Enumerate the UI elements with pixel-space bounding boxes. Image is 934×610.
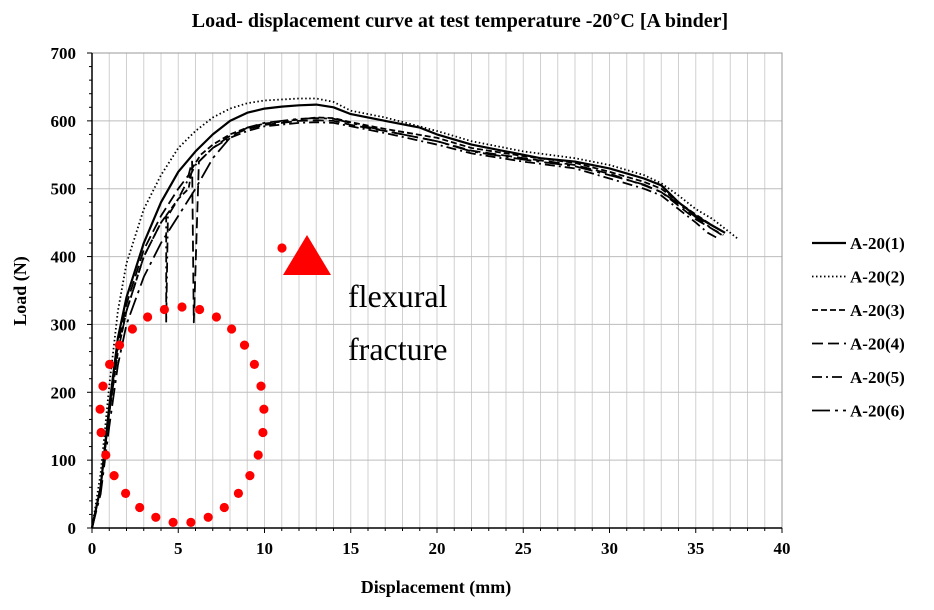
annotation-dot [203, 512, 213, 522]
annotation-dot [249, 359, 259, 369]
x-axis-ticks: 0 5 10 15 20 25 30 35 40 [88, 528, 791, 558]
annotation-dot [239, 340, 250, 350]
y-tick-label: 100 [51, 451, 77, 470]
annotation-dot [121, 488, 131, 498]
x-tick-label: 40 [774, 539, 791, 558]
annotation-dot [219, 502, 229, 513]
legend-label: A-20(1) [850, 234, 905, 253]
annotation-dot [151, 512, 161, 522]
annotation-dot [98, 381, 108, 391]
x-tick-label: 5 [174, 539, 183, 558]
y-tick-label: 0 [68, 519, 77, 538]
x-tick-label: 0 [88, 539, 97, 558]
chart-title: Load- displacement curve at test tempera… [192, 10, 728, 32]
annotation-dot [211, 312, 221, 322]
legend-label: A-20(3) [850, 301, 905, 320]
annotation-dot [114, 340, 125, 350]
annotation-dot [245, 471, 255, 481]
y-axis-label: Load (N) [10, 256, 31, 326]
annotation-dot [277, 243, 287, 253]
y-tick-label: 300 [51, 315, 77, 334]
legend-label: A-20(5) [850, 368, 905, 387]
x-tick-label: 25 [515, 539, 532, 558]
x-tick-label: 30 [601, 539, 618, 558]
annotation-dot [127, 324, 137, 334]
annotation-dot [259, 404, 269, 414]
annotation-dot [177, 302, 187, 312]
y-tick-label: 400 [51, 248, 77, 267]
series-line-5 [91, 121, 717, 529]
y-tick-label: 200 [51, 383, 77, 402]
annotation-dot [256, 381, 266, 391]
annotation-arrow [283, 235, 331, 275]
annotation-dot [227, 324, 237, 334]
annotation-dot [109, 471, 119, 481]
y-axis-ticks: 0 100 200 300 400 500 600 700 [51, 44, 92, 538]
annotation-dot [101, 450, 111, 460]
annotation-dot [135, 502, 145, 513]
x-tick-label: 20 [429, 539, 446, 558]
series-line-4 [91, 119, 724, 529]
annotation-dot [96, 427, 106, 438]
grid [91, 53, 783, 528]
annotation-dot [233, 488, 243, 498]
series-line-1 [90, 103, 726, 529]
y-tick-label: 600 [51, 112, 77, 131]
annotation-dot [253, 450, 263, 460]
x-tick-label: 10 [256, 539, 273, 558]
legend-label: A-20(4) [850, 335, 905, 354]
y-tick-label: 500 [51, 180, 77, 199]
annotation-dot [195, 304, 205, 315]
annotation-text-line1: flexural [348, 278, 448, 314]
legend-label: A-20(6) [850, 402, 905, 421]
x-tick-label: 35 [687, 539, 704, 558]
series-line-6 [91, 117, 723, 529]
x-axis-label: Displacement (mm) [361, 577, 511, 598]
x-tick-label: 15 [342, 539, 359, 558]
annotation-dot [143, 312, 153, 322]
legend: A-20(1) A-20(2) A-20(3) A-20(4) A-20(5) A-20(… [812, 234, 905, 421]
annotation-dot [168, 517, 178, 528]
legend-label: A-20(2) [850, 268, 905, 287]
annotation-dot [105, 359, 115, 369]
annotation-dot [95, 404, 105, 414]
fracture-annotation [95, 235, 331, 528]
annotation-dot [159, 304, 169, 315]
series-group [90, 97, 740, 529]
annotation-dot [186, 517, 196, 528]
annotation-text-line2: fracture [348, 331, 447, 367]
y-tick-label: 700 [51, 44, 77, 63]
annotation-dot [258, 427, 268, 438]
